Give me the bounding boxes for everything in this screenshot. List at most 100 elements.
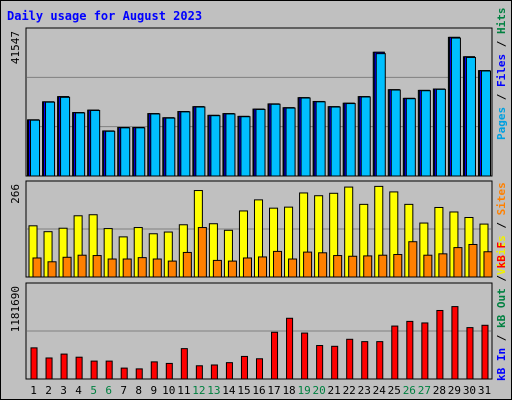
sites-bar xyxy=(47,261,57,278)
legend-kb: kB In / kB Out / kB F xyxy=(495,242,508,381)
day-label: 29 xyxy=(448,384,461,397)
day-label: 15 xyxy=(237,384,250,397)
kbf-bar xyxy=(331,345,339,380)
day-label: 12 xyxy=(192,384,205,397)
day-label: 3 xyxy=(60,384,67,397)
pages-bar xyxy=(450,37,461,177)
legend-visits-sites: Visits / Sites xyxy=(495,182,508,275)
day-label: 13 xyxy=(207,384,220,397)
sites-bar xyxy=(483,251,493,278)
sites-bar xyxy=(408,241,418,278)
pages-bar xyxy=(195,106,206,177)
kbf-bar xyxy=(466,327,474,380)
sites-bar xyxy=(62,256,72,278)
pages-bar xyxy=(390,89,401,177)
day-label: 16 xyxy=(252,384,265,397)
pages-bar xyxy=(120,127,131,177)
pages-bar xyxy=(480,70,492,177)
pages-bar xyxy=(420,90,431,177)
sites-bar xyxy=(137,257,147,278)
sites-bar xyxy=(273,250,283,278)
kbf-bar xyxy=(165,362,173,380)
legend-visits-sites-part: / xyxy=(495,215,508,235)
sites-bar xyxy=(318,252,328,278)
day-label: 6 xyxy=(105,384,112,397)
legend-hits-files-pages: Pages / Files / Hits xyxy=(495,8,508,141)
sites-bar xyxy=(152,258,162,278)
hits-max-label: 41547 xyxy=(9,31,22,64)
day-label: 8 xyxy=(135,384,142,397)
kbf-bar xyxy=(135,368,143,380)
pages-bar xyxy=(210,115,221,177)
pages-bar xyxy=(90,109,101,177)
sites-bar xyxy=(167,260,177,278)
day-label: 4 xyxy=(75,384,82,397)
day-label: 1 xyxy=(30,384,37,397)
pages-bar xyxy=(330,106,341,177)
legend-hits-files-pages-part: Hits xyxy=(495,8,508,35)
sites-bar xyxy=(257,256,268,278)
kbf-bar xyxy=(481,324,489,380)
sites-bar xyxy=(92,255,102,278)
kbf-bar xyxy=(301,332,309,380)
kbf-bar xyxy=(451,306,459,380)
kbf-bar xyxy=(30,347,38,380)
kbf-bar xyxy=(90,360,98,380)
pages-bar xyxy=(30,119,41,177)
pages-bar xyxy=(135,127,146,177)
pages-bar xyxy=(225,113,236,177)
pages-bar xyxy=(60,96,71,177)
kbf-bar xyxy=(240,355,248,380)
sites-bar xyxy=(107,258,117,278)
legend-visits-sites-part: Visits xyxy=(495,235,508,275)
sites-bar xyxy=(182,251,192,278)
sites-bar xyxy=(453,247,463,278)
day-label: 20 xyxy=(313,384,326,397)
sites-bar xyxy=(303,251,313,278)
day-label: 22 xyxy=(343,384,356,397)
day-label: 17 xyxy=(267,384,280,397)
chart-title: Daily usage for August 2023 xyxy=(7,9,203,23)
pages-bar xyxy=(315,101,326,177)
pages-bar xyxy=(405,98,416,177)
kbf-bar xyxy=(210,364,218,380)
kbf-bar xyxy=(286,317,294,380)
pages-bar xyxy=(240,116,251,177)
sites-bar xyxy=(212,259,222,278)
day-label: 23 xyxy=(358,384,371,397)
kbf-bar xyxy=(436,309,444,380)
kbf-bar xyxy=(180,348,188,380)
day-label: 27 xyxy=(418,384,431,397)
day-label: 21 xyxy=(328,384,341,397)
sites-bar xyxy=(393,254,403,278)
legend-hits-files-pages-part: / xyxy=(495,87,508,107)
legend-hits-files-pages-part: / xyxy=(495,34,508,54)
sites-bar xyxy=(378,254,388,278)
pages-bar xyxy=(165,117,176,177)
kbf-bar xyxy=(376,341,384,380)
sites-bar xyxy=(423,254,433,278)
kbf-bar xyxy=(45,357,53,380)
pages-bar xyxy=(300,97,311,177)
kbf-bar xyxy=(391,325,399,380)
pages-bar xyxy=(465,56,476,177)
pages-bar xyxy=(105,130,116,177)
sites-bar xyxy=(468,243,478,278)
legend-kb-part: kB In xyxy=(495,348,508,381)
sites-bar xyxy=(348,255,358,278)
kbf-bar xyxy=(150,361,158,380)
day-label: 10 xyxy=(162,384,175,397)
pages-bar xyxy=(180,111,191,177)
day-label: 28 xyxy=(433,384,446,397)
pages-bar xyxy=(150,113,161,177)
day-label: 5 xyxy=(90,384,97,397)
kbf-bar xyxy=(255,358,264,380)
kbf-bar xyxy=(346,338,354,380)
pages-bar xyxy=(75,112,86,177)
kbf-bar xyxy=(60,353,68,380)
day-label: 11 xyxy=(177,384,190,397)
kbf-bar xyxy=(120,367,128,380)
legend-hits-files-pages-part: Pages xyxy=(495,107,508,140)
sites-bar xyxy=(32,257,42,278)
